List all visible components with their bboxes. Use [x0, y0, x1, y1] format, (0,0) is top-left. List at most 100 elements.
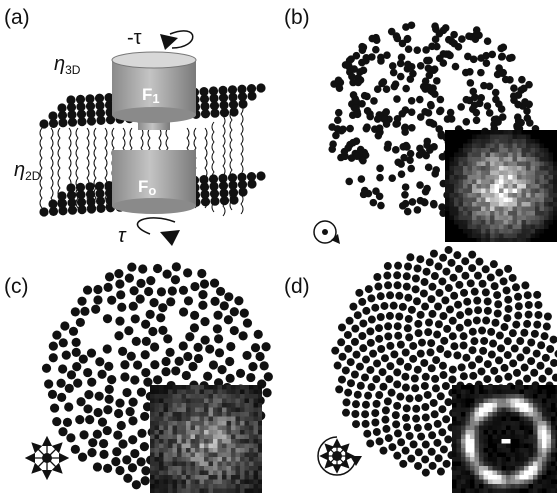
inset-pixel: [533, 390, 538, 395]
inset-pixel: [499, 198, 504, 203]
inset-pixel: [481, 189, 486, 194]
inset-pixel: [522, 229, 527, 234]
inset-pixel: [495, 166, 500, 171]
inset-pixel: [150, 417, 155, 422]
inset-pixel: [488, 403, 493, 408]
inset-pixel: [526, 238, 531, 243]
inset-pixel: [497, 466, 502, 471]
inset-pixel: [502, 457, 507, 462]
inset-pixel: [540, 157, 545, 162]
particle: [131, 314, 140, 323]
particle: [97, 370, 106, 379]
particle: [115, 466, 124, 475]
inset-pixel: [517, 144, 522, 149]
inset-pixel: [526, 207, 531, 212]
inset-pixel: [542, 426, 547, 431]
inset-pixel: [222, 430, 227, 435]
inset-pixel: [526, 211, 531, 216]
inset-pixel: [506, 408, 511, 413]
inset-pixel: [533, 480, 538, 485]
particle: [437, 96, 445, 104]
particle: [390, 302, 398, 310]
inset-pixel: [472, 180, 477, 185]
particle: [421, 303, 429, 311]
inset-pixel: [502, 403, 507, 408]
lipid-head: [48, 111, 57, 120]
inset-pixel: [513, 216, 518, 221]
inset-pixel: [249, 484, 254, 489]
particle: [546, 345, 554, 353]
particle: [439, 254, 447, 262]
inset-pixel: [155, 471, 160, 476]
inset-pixel: [508, 238, 513, 243]
particle: [474, 272, 482, 280]
particle: [175, 357, 184, 366]
inset-pixel: [477, 153, 482, 158]
inset-pixel: [538, 399, 543, 404]
inset-pixel: [549, 189, 554, 194]
inset-pixel: [475, 471, 480, 476]
inset-pixel: [159, 439, 164, 444]
inset-pixel: [486, 175, 491, 180]
inset-pixel: [457, 408, 462, 413]
inset-pixel: [254, 417, 259, 422]
particle: [103, 314, 112, 323]
inset-pixel: [533, 448, 538, 453]
inset-pixel: [155, 453, 160, 458]
inset-pixel: [195, 394, 200, 399]
inset-pixel: [513, 184, 518, 189]
inset-pixel: [531, 148, 536, 153]
inset-pixel: [479, 408, 484, 413]
particle: [520, 329, 528, 337]
inset-pixel: [504, 153, 509, 158]
inset-pixel: [493, 426, 498, 431]
inset-pixel: [454, 171, 459, 176]
lipid-head: [66, 183, 75, 192]
particle: [390, 350, 398, 358]
inset-pixel: [522, 166, 527, 171]
particle: [433, 43, 441, 51]
particle: [213, 324, 222, 333]
particle: [358, 59, 366, 67]
particle: [411, 384, 419, 392]
particle: [426, 146, 434, 154]
inset-pixel: [218, 471, 223, 476]
particle: [516, 353, 524, 361]
inset-pixel: [459, 202, 464, 207]
particle: [401, 373, 409, 381]
inset-pixel: [472, 202, 477, 207]
inset-pixel: [497, 480, 502, 485]
particle: [361, 410, 369, 418]
inset-pixel: [222, 408, 227, 413]
inset-pixel: [533, 408, 538, 413]
inset-pixel: [486, 202, 491, 207]
particle: [226, 374, 235, 383]
inset-pixel: [231, 444, 236, 449]
inset-pixel: [529, 421, 534, 426]
particle: [382, 425, 390, 433]
particle: [125, 274, 134, 283]
inset-pixel: [497, 421, 502, 426]
particle: [183, 268, 192, 277]
inset-pixel: [547, 448, 552, 453]
inset-pixel: [222, 480, 227, 485]
particle: [360, 44, 368, 52]
particle: [501, 323, 509, 331]
inset-pixel: [490, 162, 495, 167]
particle: [417, 62, 425, 70]
particle: [379, 383, 387, 391]
inset-pixel: [488, 475, 493, 480]
inset-pixel: [191, 412, 196, 417]
inset-pixel: [486, 139, 491, 144]
inset-pixel: [499, 153, 504, 158]
inset-pixel: [231, 435, 236, 440]
inset-pixel: [155, 439, 160, 444]
inset-pixel: [538, 462, 543, 467]
particle: [364, 392, 372, 400]
inset-pixel: [504, 193, 509, 198]
particle: [107, 296, 116, 305]
inset-pixel: [472, 184, 477, 189]
inset-pixel: [481, 225, 486, 230]
inset-pixel: [164, 385, 169, 390]
inset-pixel: [445, 189, 450, 194]
